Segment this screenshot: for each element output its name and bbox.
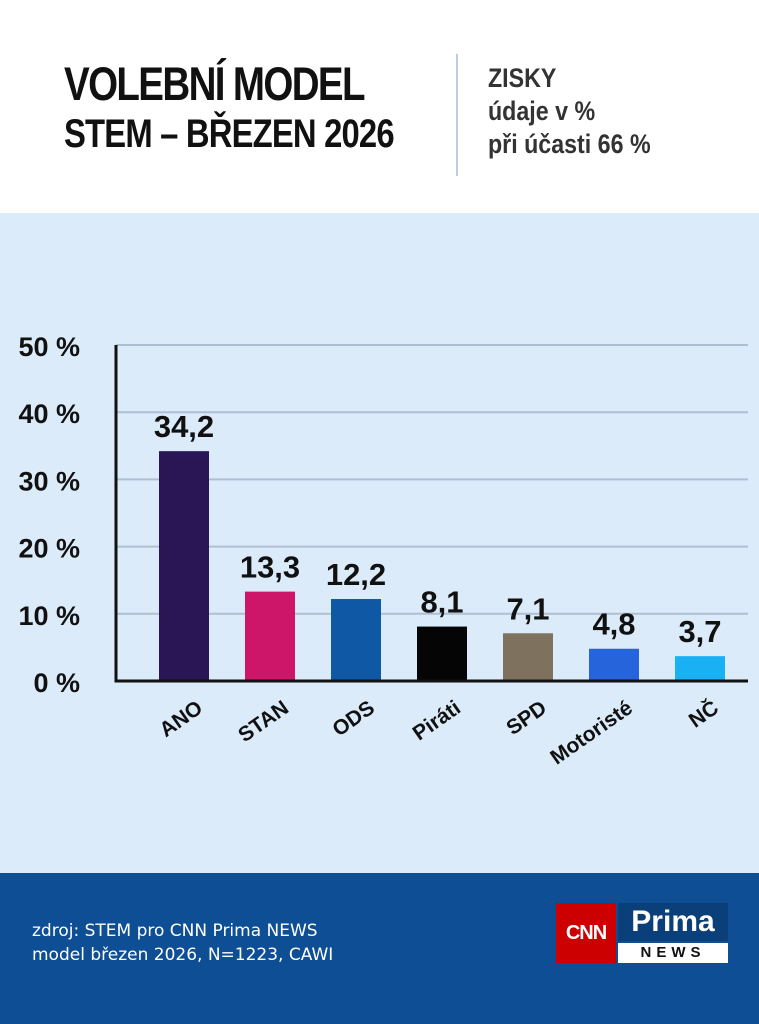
- data-label: 8,1: [420, 585, 463, 620]
- bar: [589, 648, 639, 681]
- chart-title-line-2: STEM – BŘEZEN 2026: [64, 112, 395, 156]
- y-tick-label: 40 %: [18, 399, 80, 429]
- bar: [417, 626, 467, 681]
- chart-title-line-1: VOLEBNÍ MODEL: [64, 57, 366, 110]
- chart-area: [0, 213, 759, 873]
- header-divider: [456, 54, 458, 176]
- header: VOLEBNÍ MODEL STEM – BŘEZEN 2026 ZISKY ú…: [0, 0, 759, 213]
- logo-prima: Prima: [618, 903, 728, 941]
- title-block: VOLEBNÍ MODEL STEM – BŘEZEN 2026: [64, 58, 466, 158]
- data-label: 3,7: [678, 614, 721, 649]
- subtitle-line-1: ZISKY: [488, 63, 557, 93]
- logo-cnn: CNN: [556, 903, 616, 963]
- bar-chart: 0 % 10 % 20 % 30 % 40 % 50 % 34,2 ANO 13,3 STAN 12…: [18, 332, 748, 769]
- bar: [159, 451, 209, 681]
- data-label: 4,8: [592, 607, 635, 642]
- x-tick-label: SPD: [502, 696, 551, 740]
- x-tick-label: Piráti: [409, 696, 465, 745]
- source-line-2: model březen 2026, N=1223, CAWI: [32, 945, 334, 965]
- y-tick-label: 20 %: [18, 534, 80, 564]
- y-tick-label: 50 %: [18, 332, 80, 362]
- data-label: 12,2: [326, 557, 386, 592]
- source-note: zdroj: STEM pro CNN Prima NEWS model bře…: [32, 919, 333, 967]
- x-tick-label: ANO: [155, 696, 206, 742]
- bar: [503, 633, 553, 681]
- bar: [331, 599, 381, 681]
- cnn-prima-news-logo: CNN Prima NEWS: [556, 903, 728, 963]
- x-tick-label: NČ: [684, 695, 723, 732]
- subtitle-line-3: při účasti 66 %: [488, 129, 651, 159]
- subtitle-block: ZISKY údaje v % při účasti 66 %: [488, 62, 677, 161]
- y-tick-label: 30 %: [18, 466, 80, 496]
- data-label: 13,3: [240, 550, 300, 585]
- source-line-1: zdroj: STEM pro CNN Prima NEWS: [32, 921, 318, 941]
- bar: [675, 656, 725, 681]
- subtitle-line-2: údaje v %: [488, 96, 596, 126]
- x-tick-label: ODS: [328, 696, 378, 741]
- data-label: 7,1: [506, 591, 549, 626]
- y-tick-label: 10 %: [18, 601, 80, 631]
- x-tick-label: Motoristé: [546, 696, 637, 769]
- footer: zdroj: STEM pro CNN Prima NEWS model bře…: [0, 873, 759, 1024]
- x-tick-label: STAN: [234, 696, 293, 747]
- data-label: 34,2: [154, 409, 214, 444]
- bar: [245, 591, 295, 681]
- logo-news: NEWS: [618, 943, 728, 963]
- y-tick-label: 0 %: [33, 668, 80, 698]
